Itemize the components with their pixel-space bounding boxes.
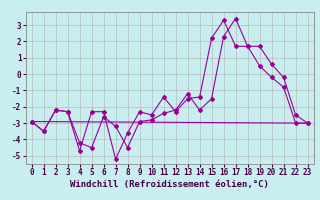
X-axis label: Windchill (Refroidissement éolien,°C): Windchill (Refroidissement éolien,°C) [70, 180, 269, 189]
